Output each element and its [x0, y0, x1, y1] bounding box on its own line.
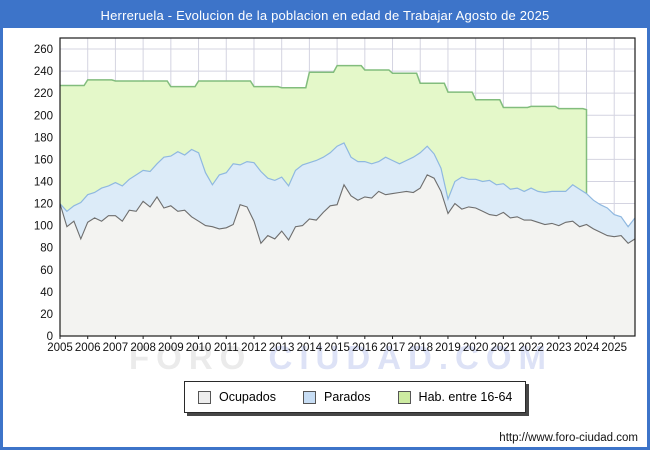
chart-title: Herreruela - Evolucion de la poblacion e…	[100, 8, 550, 23]
svg-text:2013: 2013	[269, 342, 295, 354]
svg-text:200: 200	[34, 110, 53, 122]
svg-text:160: 160	[34, 154, 53, 166]
svg-text:260: 260	[34, 44, 53, 56]
watermark: FORO CIUDAD.COM	[129, 339, 553, 377]
svg-text:2005: 2005	[47, 342, 73, 354]
svg-text:40: 40	[40, 287, 53, 299]
svg-text:2017: 2017	[380, 342, 406, 354]
legend-item-ocupados: Ocupados	[198, 390, 276, 404]
site-url: http://www.foro-ciudad.com	[499, 432, 638, 444]
legend-label-parados: Parados	[323, 390, 371, 404]
svg-text:2020: 2020	[463, 342, 489, 354]
line-ocupados	[59, 174, 636, 245]
svg-text:2012: 2012	[241, 342, 267, 354]
svg-text:2008: 2008	[130, 342, 156, 354]
svg-text:2011: 2011	[214, 342, 239, 354]
svg-text:2025: 2025	[601, 342, 627, 354]
watermark-part1: FORO	[129, 339, 253, 376]
svg-text:180: 180	[34, 132, 53, 144]
svg-text:60: 60	[40, 265, 53, 277]
svg-text:2022: 2022	[518, 342, 544, 354]
svg-text:2019: 2019	[435, 342, 461, 354]
ocupados-swatch-icon	[198, 390, 211, 404]
axis-tick-labels: 0 20 40 60 80 100 120 140 160 180 200 220 240 260 2005…	[34, 44, 627, 354]
svg-text:2021: 2021	[491, 342, 517, 354]
svg-text:100: 100	[34, 221, 53, 233]
svg-text:2006: 2006	[75, 342, 101, 354]
svg-text:140: 140	[34, 176, 53, 188]
parados-swatch-icon	[302, 390, 316, 404]
svg-text:240: 240	[34, 66, 53, 78]
svg-text:20: 20	[40, 309, 53, 321]
svg-text:80: 80	[40, 243, 53, 255]
svg-text:220: 220	[34, 88, 53, 100]
svg-text:2007: 2007	[103, 342, 129, 354]
chart-title-bar: Herreruela - Evolucion de la poblacion e…	[3, 3, 647, 28]
line-parados	[59, 142, 636, 228]
svg-text:2023: 2023	[546, 342, 572, 354]
legend-label-ocupados: Ocupados	[219, 390, 276, 404]
legend-item-parados: Parados	[302, 390, 371, 404]
watermark-part2: CIUDAD.COM	[268, 339, 553, 376]
hab-swatch-icon	[397, 390, 411, 404]
svg-text:0: 0	[47, 331, 53, 343]
svg-text:2014: 2014	[297, 342, 323, 354]
plot-frame	[59, 37, 636, 337]
svg-text:2009: 2009	[158, 342, 184, 354]
svg-text:2015: 2015	[324, 342, 350, 354]
chart-legend: Ocupados Parados Hab. entre 16-64	[184, 381, 527, 413]
svg-text:2016: 2016	[352, 342, 378, 354]
line-hab-16-64	[60, 64, 588, 336]
legend-item-hab: Hab. entre 16-64	[397, 390, 513, 404]
svg-text:120: 120	[34, 199, 53, 211]
svg-text:2010: 2010	[186, 342, 212, 354]
population-area-chart: 0 20 40 60 80 100 120 140 160 180 200 220 240 260 2005…	[34, 37, 636, 354]
legend-label-hab: Hab. entre 16-64	[418, 390, 513, 404]
svg-text:2024: 2024	[574, 342, 600, 354]
svg-text:2018: 2018	[407, 342, 433, 354]
